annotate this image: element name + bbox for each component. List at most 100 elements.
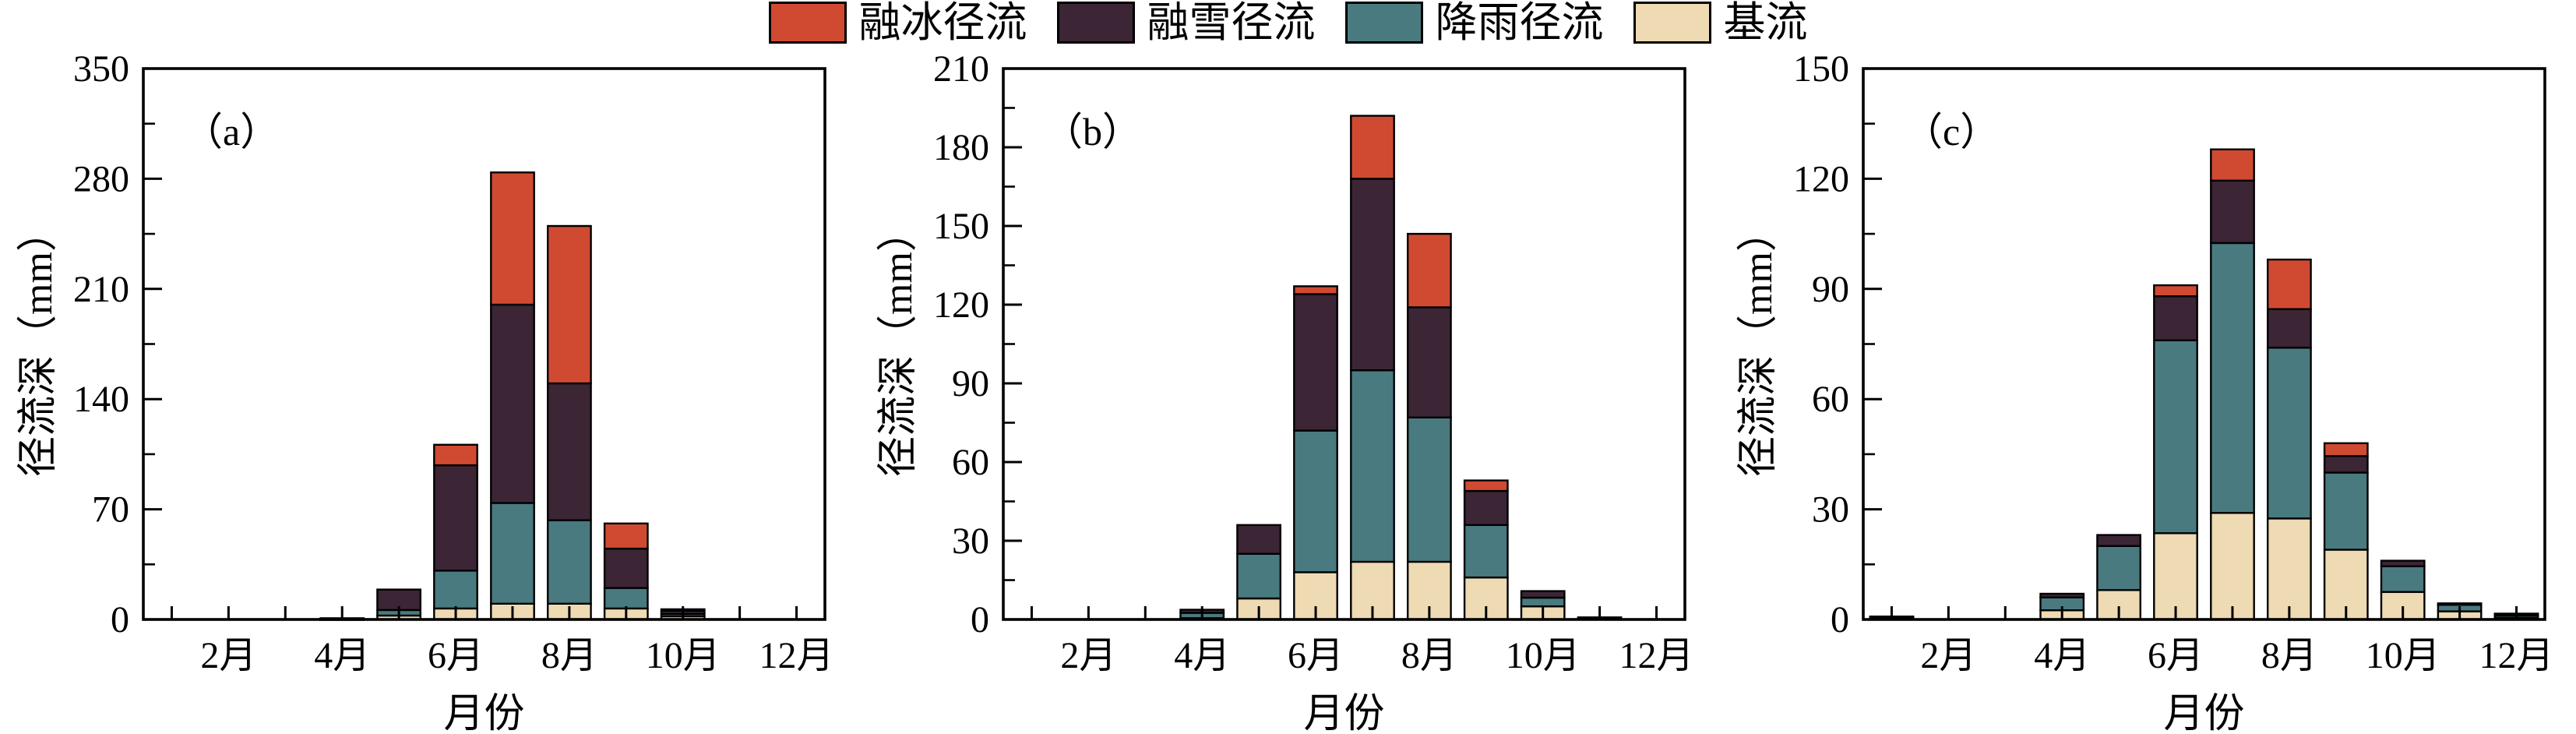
bar-segment	[1236, 524, 1281, 555]
bar-segment	[2267, 258, 2312, 310]
chart-panel-a: 0 70 140 210 280 350 2月 4月 6月 8月 10月 12月 （a） 月份 径流深（mm…	[11, 39, 844, 734]
y-tick-label: 60	[952, 442, 989, 483]
x-tick-label: 8月	[541, 635, 597, 676]
bar-segment	[2267, 347, 2312, 520]
bar-segment	[547, 382, 592, 521]
panel-label: （c）	[1904, 110, 1999, 154]
x-tick-label: 6月	[428, 635, 484, 676]
axes-group: 0 30 60 90 120 150 180 210 2月 4月 6月 8月 10月 12月 （b） 月份 径流…	[876, 48, 1694, 734]
bar-segment	[1407, 416, 1452, 563]
bar-segment	[433, 570, 478, 610]
bar-segment	[1293, 285, 1338, 295]
plot-border	[1862, 67, 2546, 621]
bar-segment	[1293, 293, 1338, 432]
bar-segment	[1350, 178, 1395, 372]
y-tick-label: 0	[971, 599, 989, 640]
legend-label: 降雨径流	[1435, 0, 1604, 46]
y-tick-label: 90	[1812, 269, 1849, 310]
y-tick-label: 0	[1831, 599, 1849, 640]
plot-border	[1002, 67, 1686, 621]
chart-panel-c: 0 30 60 90 120 150 2月 4月 6月 8月 10月 12月 （c） 月份 径流深（mm）	[1731, 39, 2564, 734]
bars-group	[1179, 115, 1623, 621]
bar-segment	[2323, 471, 2369, 551]
y-axis-title: 径流深（mm）	[876, 211, 921, 477]
bar-segment	[547, 224, 592, 385]
y-axis-title: 径流深（mm）	[16, 211, 61, 477]
bar-segment	[2323, 442, 2369, 457]
x-tick-label: 8月	[2261, 635, 2317, 676]
chart-c-svg: 0 30 60 90 120 150 2月 4月 6月 8月 10月 12月 （c） 月份 径流深（mm）	[1736, 48, 2554, 734]
bars-group	[1869, 148, 2539, 621]
ice-melt-runoff-swatch-icon	[768, 2, 847, 44]
x-tick-label: 10月	[646, 635, 721, 676]
legend-label: 融冰径流	[858, 0, 1027, 46]
x-tick-label: 4月	[314, 635, 370, 676]
bar-segment	[1407, 306, 1452, 418]
legend-item-snowmelt-runoff: 融雪径流	[1056, 0, 1316, 46]
legend-item-rainfall-runoff: 降雨径流	[1344, 0, 1604, 46]
y-tick-label: 350	[73, 48, 129, 90]
bar-segment	[2153, 284, 2198, 298]
x-tick-label: 4月	[1174, 635, 1230, 676]
bar-segment	[2153, 339, 2198, 535]
bar-segment	[603, 522, 649, 550]
y-tick-label: 280	[73, 158, 129, 199]
rainfall-runoff-swatch-icon	[1344, 2, 1423, 44]
bar-segment	[1520, 590, 1566, 599]
bar-segment	[1520, 596, 1566, 608]
bar-segment	[603, 587, 649, 610]
plot-border	[142, 67, 826, 621]
axes-group: 0 30 60 90 120 150 2月 4月 6月 8月 10月 12月 （c） 月份 径流深（mm）	[1736, 48, 2554, 734]
legend: 融冰径流 融雪径流 降雨径流 基流	[768, 0, 1808, 46]
bar-segment	[2210, 148, 2255, 182]
y-tick-label: 120	[933, 284, 989, 326]
y-tick-label: 30	[1812, 489, 1849, 531]
x-tick-label: 2月	[200, 635, 256, 676]
legend-label: 融雪径流	[1147, 0, 1316, 46]
bar-segment	[1350, 115, 1395, 180]
y-tick-label: 210	[73, 269, 129, 310]
x-tick-label: 12月	[1619, 635, 1694, 676]
bar-segment	[433, 464, 478, 572]
chart-b-svg: 0 30 60 90 120 150 180 210 2月 4月 6月 8月 10月 12月 （b） 月份 径流…	[876, 48, 1694, 734]
bar-segment	[2153, 295, 2198, 342]
bar-segment	[1463, 524, 1509, 579]
bars-group	[319, 171, 706, 621]
x-tick-label: 10月	[2366, 635, 2440, 676]
x-axis-title: 月份	[1303, 692, 1384, 732]
bar-segment	[2096, 534, 2141, 547]
x-tick-label: 12月	[759, 635, 834, 676]
y-tick-label: 0	[111, 599, 129, 640]
y-tick-label: 60	[1812, 379, 1849, 420]
bar-segment	[2210, 242, 2255, 514]
legend-item-baseflow: 基流	[1633, 2, 1808, 44]
bar-segment	[2210, 179, 2255, 245]
y-tick-label: 210	[933, 48, 989, 90]
bar-segment	[1463, 489, 1509, 526]
bar-segment	[603, 547, 649, 589]
chart-panel-b: 0 30 60 90 120 150 180 210 2月 4月 6月 8月 10月 12月 （b） 月份 径流…	[871, 39, 1704, 734]
bar-segment	[2380, 565, 2426, 593]
bar-segment	[2437, 602, 2483, 606]
y-tick-label: 180	[933, 127, 989, 168]
y-tick-label: 70	[92, 489, 129, 531]
x-axis-title: 月份	[443, 692, 524, 732]
x-tick-label: 12月	[2479, 635, 2554, 676]
bar-segment	[1236, 552, 1281, 600]
baseflow-swatch-icon	[1633, 2, 1711, 44]
y-tick-label: 150	[1793, 48, 1849, 90]
bar-segment	[2153, 532, 2198, 621]
bar-segment	[2210, 512, 2255, 621]
bar-segment	[2039, 592, 2085, 598]
x-tick-label: 2月	[1060, 635, 1116, 676]
bar-segment	[2380, 559, 2426, 567]
y-tick-label: 90	[952, 363, 989, 404]
bar-segment	[547, 519, 592, 605]
x-tick-label: 2月	[1920, 635, 1976, 676]
x-tick-label: 4月	[2034, 635, 2090, 676]
axes-group: 0 70 140 210 280 350 2月 4月 6月 8月 10月 12月 （a） 月份 径流深（mm…	[16, 48, 834, 734]
bar-segment	[433, 443, 478, 467]
bar-segment	[490, 502, 535, 605]
x-tick-label: 8月	[1401, 635, 1457, 676]
